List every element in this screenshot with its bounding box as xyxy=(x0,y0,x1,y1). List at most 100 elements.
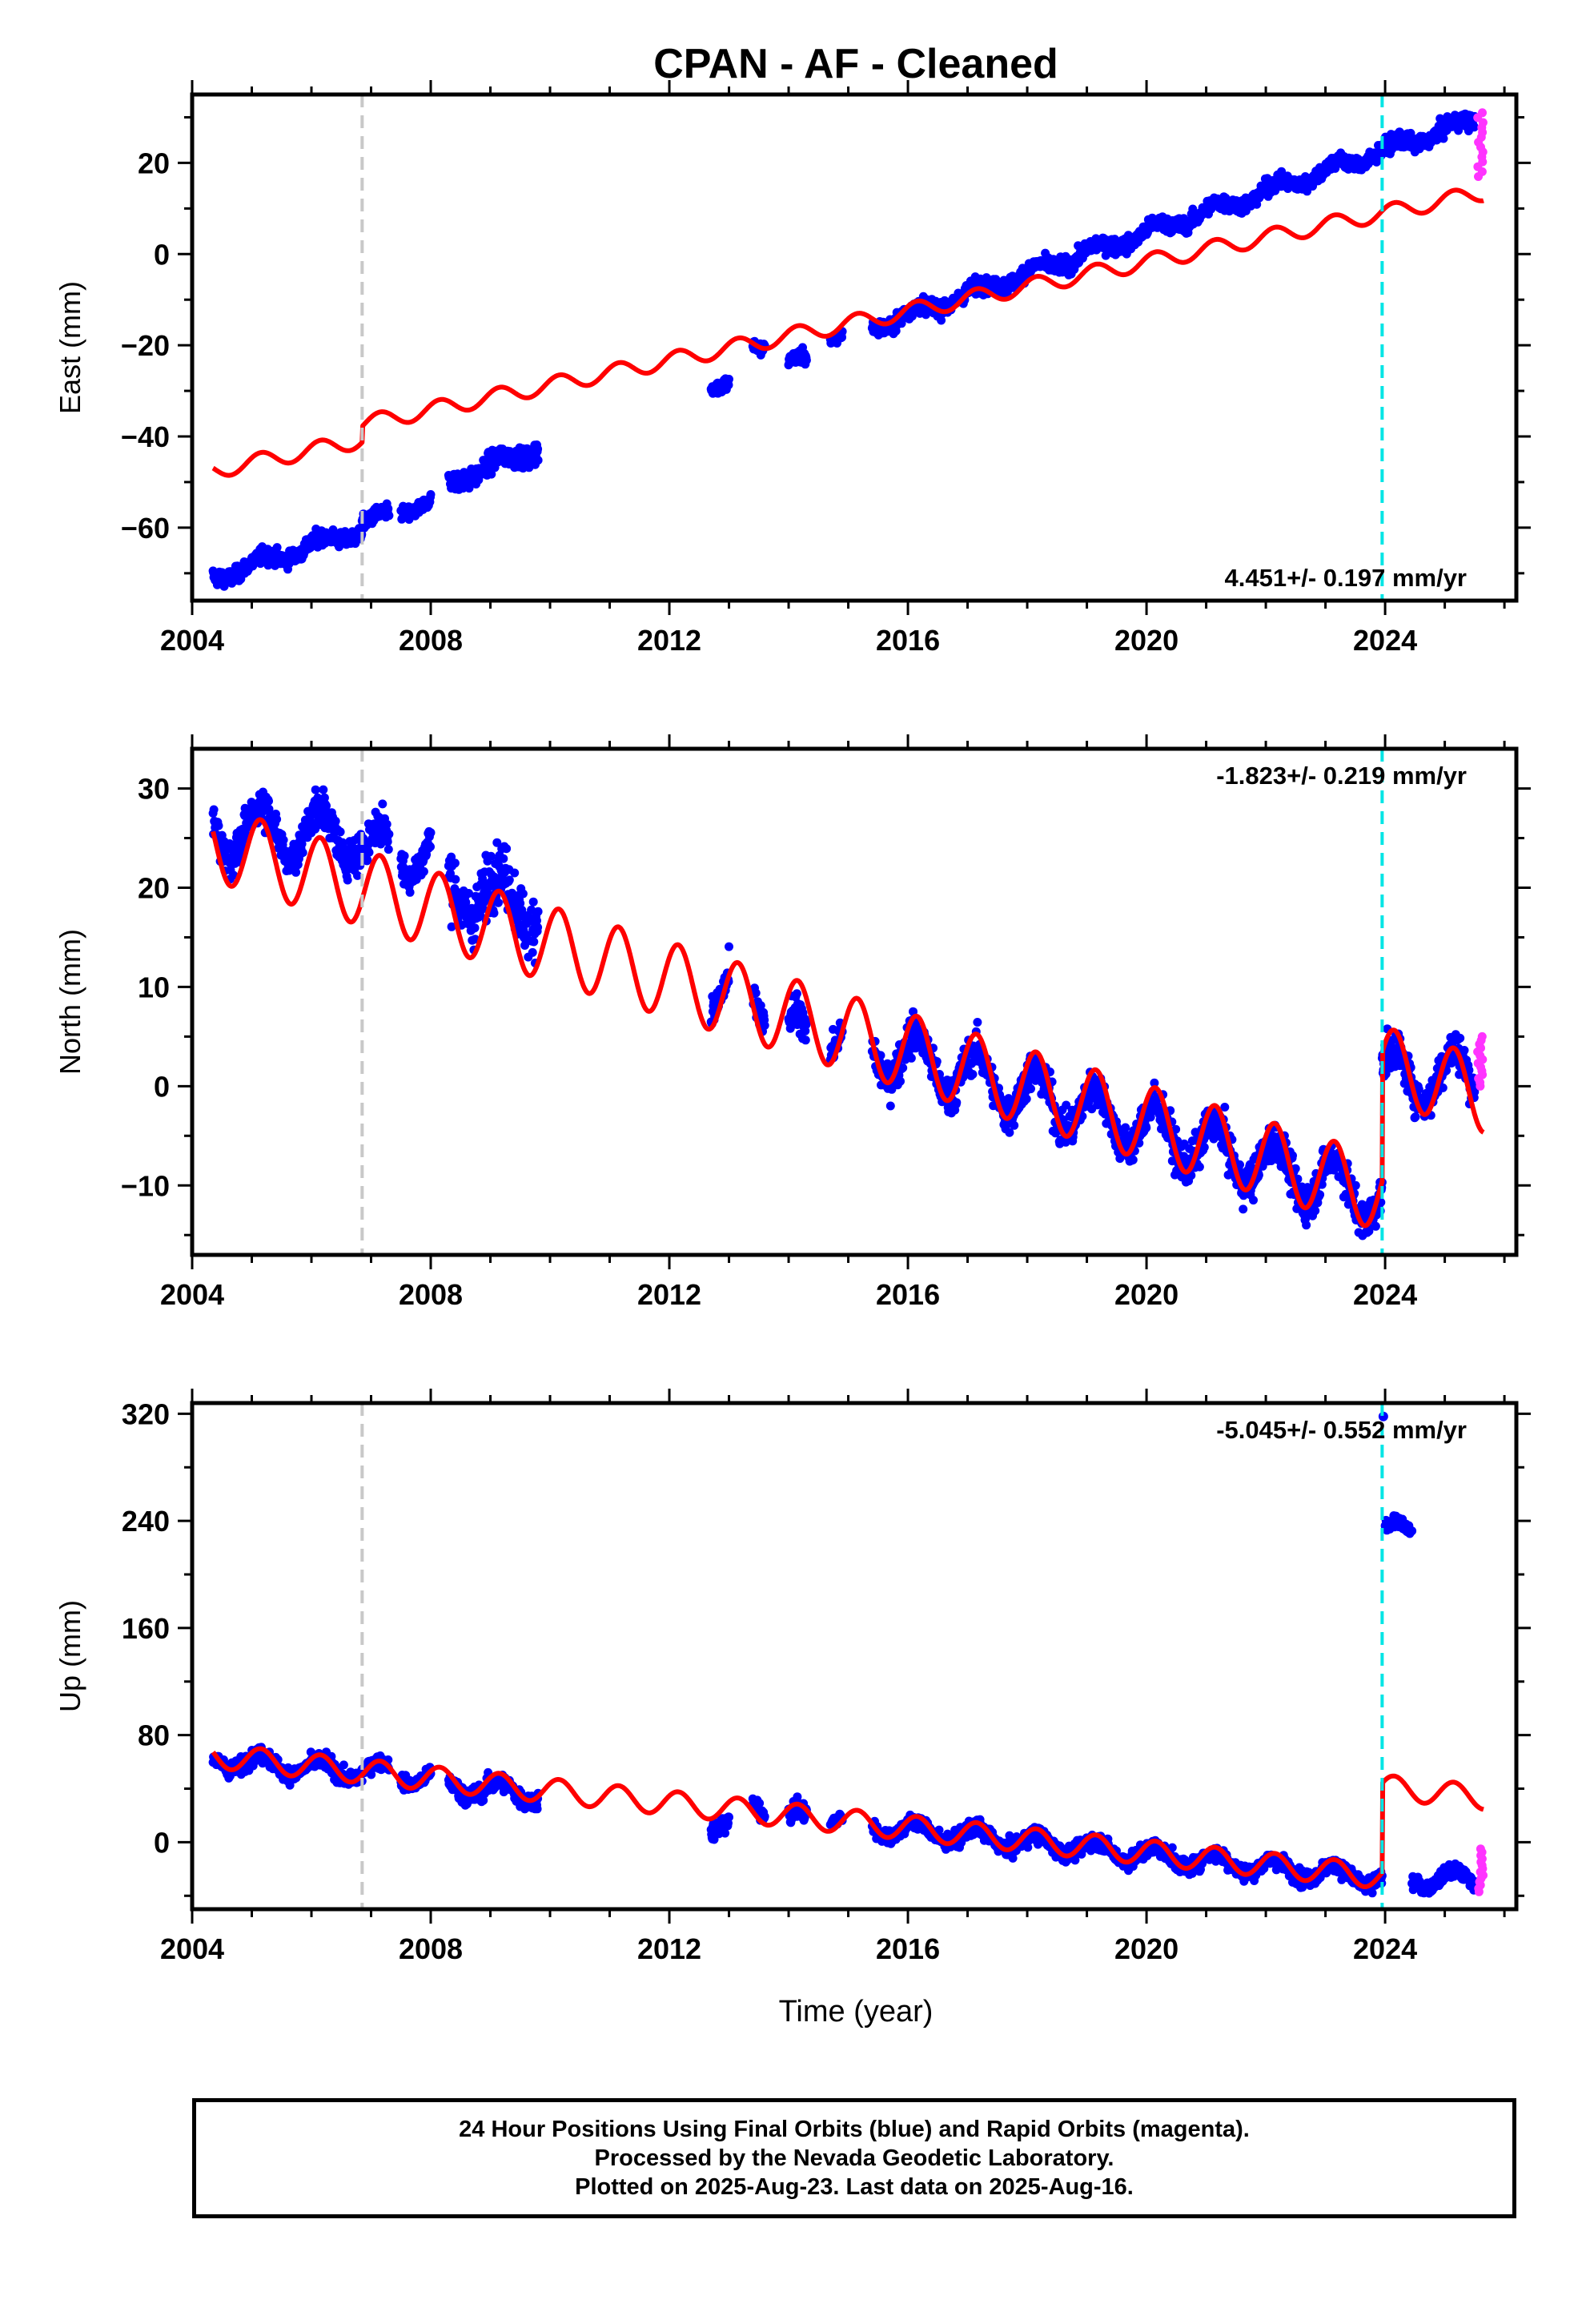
x-tick-label: 2024 xyxy=(1353,1278,1417,1311)
x-tick-label: 2024 xyxy=(1353,624,1417,657)
final-orbit-point xyxy=(528,897,538,907)
final-orbit-point xyxy=(297,839,307,849)
plot-area xyxy=(208,1411,1488,1898)
final-orbit-point xyxy=(522,931,532,940)
plot-area xyxy=(208,108,1488,591)
final-orbit-point xyxy=(279,835,288,845)
final-orbit-point xyxy=(499,854,508,863)
final-orbit-point xyxy=(1469,123,1479,132)
y-tick-label: 30 xyxy=(138,773,170,806)
final-orbit-point xyxy=(896,1076,905,1086)
y-tick-label: 20 xyxy=(138,871,170,904)
final-orbit-point xyxy=(405,887,415,897)
final-orbit-point xyxy=(907,312,917,321)
final-orbit-point xyxy=(464,889,473,898)
final-orbit-point xyxy=(1199,1143,1209,1152)
rate-label: 4.451+/- 0.197 mm/yr xyxy=(1225,564,1467,592)
panel-frame xyxy=(190,92,1519,603)
final-orbit-point xyxy=(528,947,537,957)
model-line xyxy=(211,187,1486,478)
final-orbit-point xyxy=(885,1101,895,1111)
x-tick-label: 2012 xyxy=(637,1278,701,1311)
final-orbit-point xyxy=(1142,1123,1151,1132)
final-orbit-point xyxy=(353,870,362,880)
final-orbit-point xyxy=(952,1098,962,1108)
final-orbit-point xyxy=(493,898,503,907)
final-orbit-point xyxy=(1121,1123,1130,1132)
final-orbit-point xyxy=(1302,1220,1311,1230)
final-orbit-point xyxy=(486,851,496,861)
final-orbit-point xyxy=(229,870,239,880)
final-orbit-point xyxy=(383,504,393,513)
final-orbit-point xyxy=(450,858,460,868)
final-orbit-point xyxy=(264,804,274,814)
panel-1: 2004 2008 2012 2016 2020 2024−60−40−20020East… xyxy=(54,80,1531,657)
final-orbit-point xyxy=(378,799,387,809)
rate-label: -1.823+/- 0.219 mm/yr xyxy=(1216,762,1467,790)
final-orbit-point xyxy=(504,875,514,885)
final-orbit-point xyxy=(529,937,539,947)
final-orbit-point xyxy=(426,828,436,838)
final-orbit-point xyxy=(973,1018,982,1027)
final-orbit-point xyxy=(760,1021,769,1030)
final-orbit-point xyxy=(1439,134,1448,143)
x-tick-label: 2008 xyxy=(399,1278,463,1311)
x-tick-label: 2016 xyxy=(876,624,940,657)
x-tick-label: 2016 xyxy=(876,1278,940,1311)
final-orbit-point xyxy=(214,821,223,830)
final-orbit-point xyxy=(533,923,543,932)
final-orbit-point xyxy=(364,847,374,857)
x-tick-label: 2020 xyxy=(1114,1278,1178,1311)
final-orbit-point xyxy=(801,356,811,365)
final-orbit-point xyxy=(319,793,329,802)
final-orbit-point xyxy=(1022,1094,1031,1104)
final-orbit-point xyxy=(426,842,435,851)
final-orbit-point xyxy=(447,922,456,931)
final-orbit-point xyxy=(311,785,320,794)
final-orbit-point xyxy=(751,988,761,998)
y-tick-label: −60 xyxy=(121,512,170,545)
final-orbit-point xyxy=(382,819,391,829)
final-orbit-point xyxy=(1249,1196,1258,1205)
x-tick-label: 2020 xyxy=(1114,624,1178,657)
figure-title: CPAN - AF - Cleaned xyxy=(653,41,1058,87)
final-orbit-point xyxy=(801,1017,811,1027)
final-orbit-point xyxy=(510,868,520,878)
final-orbit-point xyxy=(363,855,372,865)
final-orbit-point xyxy=(532,916,541,926)
final-orbit-point xyxy=(801,1035,810,1045)
final-orbit-point xyxy=(527,905,536,915)
y-tick-label: 0 xyxy=(154,1070,170,1103)
rapid-orbit-point xyxy=(1477,1031,1487,1041)
final-orbit-point xyxy=(1239,1204,1248,1214)
final-orbit-point xyxy=(426,490,436,499)
final-orbit-point xyxy=(968,1070,978,1079)
final-orbit-point xyxy=(476,911,485,920)
x-tick-label: 2008 xyxy=(399,624,463,657)
final-orbit-point xyxy=(383,845,393,854)
final-orbit-point xyxy=(492,838,502,847)
y-tick-label: 20 xyxy=(138,147,170,179)
final-orbit-point xyxy=(272,814,282,824)
final-orbit-point xyxy=(906,1053,916,1063)
final-orbit-point xyxy=(1460,1046,1469,1055)
final-orbit-point xyxy=(1371,1221,1380,1231)
final-orbit-point xyxy=(725,375,733,384)
final-orbit-point xyxy=(1010,1120,1019,1130)
y-axis-label: East (mm) xyxy=(54,281,86,414)
final-orbit-point xyxy=(1311,1206,1320,1216)
final-orbit-point xyxy=(516,899,525,908)
final-orbit-point xyxy=(937,316,946,325)
final-orbit-point xyxy=(400,851,409,861)
final-orbit-point xyxy=(533,456,543,465)
final-orbit-point xyxy=(331,816,340,826)
final-orbit-point xyxy=(272,543,282,553)
final-orbit-point xyxy=(1411,1112,1420,1121)
plot-area xyxy=(208,785,1488,1240)
final-orbit-point xyxy=(461,898,471,907)
final-orbit-point xyxy=(478,874,488,883)
final-orbit-point xyxy=(518,889,528,899)
final-orbit-point xyxy=(1026,1084,1035,1094)
